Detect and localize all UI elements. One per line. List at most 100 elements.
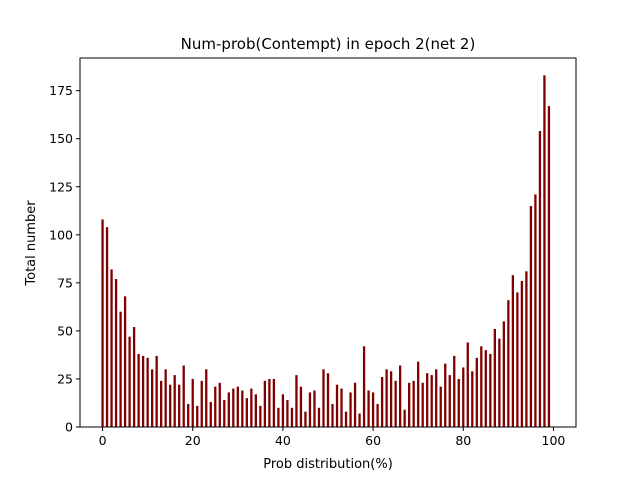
bar [362,346,366,427]
bar [475,357,478,427]
bar [128,336,131,427]
bar [444,363,447,427]
bar [263,380,267,428]
bar [254,394,257,427]
bar [421,382,424,427]
bar [430,375,433,427]
bar [538,131,542,427]
bar [489,353,492,427]
bar [493,328,496,427]
bar [471,371,474,427]
bar [214,386,217,427]
bar [241,390,244,427]
x-tick-label: 20 [185,433,201,448]
bar [322,369,325,427]
bar [466,342,469,427]
bar [137,353,140,427]
bar [543,75,546,428]
y-tick-label: 125 [49,179,73,194]
bar [286,400,289,427]
y-tick-label: 0 [65,420,73,435]
bar [232,388,235,427]
bar [182,365,185,427]
bar [119,311,122,427]
bar [335,384,339,427]
bar [349,392,352,427]
y-tick-label: 150 [49,131,73,146]
bar [408,382,411,427]
bars-group [101,75,551,428]
bar [520,280,524,427]
bar [205,369,208,427]
bar [534,194,537,427]
bar [385,369,388,427]
x-axis-label: Prob distribution(%) [263,457,393,472]
bar [547,106,551,428]
bar [272,378,276,427]
bar [389,371,393,427]
bar [299,386,303,427]
bar [371,392,375,427]
bar [304,411,307,428]
bar [308,392,312,427]
bar [173,375,176,427]
y-tick-label: 50 [57,323,73,338]
bar [448,375,451,427]
bar [399,365,402,427]
bar [277,407,280,427]
bar [484,350,487,428]
bar [516,292,519,427]
bar [507,300,510,427]
bar [101,219,104,427]
bar [218,382,221,427]
bar [295,375,298,427]
bar [331,403,334,427]
bar [313,390,316,427]
bar [227,392,230,427]
bar [511,275,515,427]
bar [326,373,330,427]
bar [187,403,190,427]
x-axis: 0 20 40 60 80 100 [99,427,566,448]
bar [435,369,438,427]
bar [281,394,285,427]
bar [353,382,357,427]
bar [178,384,181,427]
bar [290,407,294,427]
bar [160,380,163,428]
x-tick-label: 0 [99,433,107,448]
y-axis-label: Total number [24,200,39,287]
y-tick-label: 175 [49,83,73,98]
bar [344,411,348,428]
y-tick-label: 75 [57,275,73,290]
bar [151,369,154,427]
plot-frame [79,57,577,428]
bar [525,271,528,427]
bar [358,413,361,427]
bar [457,378,460,427]
bar [340,388,343,427]
bar [236,386,239,427]
x-tick-label: 40 [275,433,291,448]
bar [123,296,127,427]
bar [200,380,203,428]
bar [462,367,465,427]
chart-title: Num-prob(Contempt) in epoch 2(net 2) [181,35,476,53]
bar [196,405,199,427]
bar [146,357,149,427]
bar [529,205,533,427]
y-tick-label: 25 [57,371,73,386]
bar [439,386,442,427]
bar [164,369,167,427]
x-tick-label: 80 [455,433,471,448]
bar [141,355,145,427]
bar [403,409,406,427]
bar [394,380,397,428]
x-tick-label: 100 [542,433,566,448]
bar [453,355,456,427]
bar [223,400,226,427]
bar [209,402,212,427]
bar [380,377,384,427]
bar [250,388,253,427]
